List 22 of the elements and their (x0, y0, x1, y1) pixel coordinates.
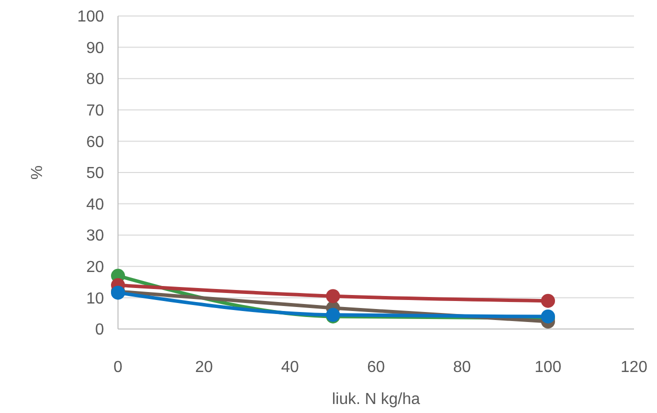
y-tick-label: 80 (86, 71, 104, 88)
x-tick-label: 60 (367, 359, 385, 376)
y-tick-label: 60 (86, 134, 104, 151)
y-tick-label: 20 (86, 259, 104, 276)
x-tick-label: 80 (453, 359, 471, 376)
point (326, 289, 340, 304)
y-tick-label: 70 (86, 102, 104, 120)
y-tick-label: 40 (86, 196, 104, 214)
y-tick-label: 90 (86, 40, 104, 57)
y-axis-title: % (29, 165, 46, 180)
x-tick-label: 20 (195, 359, 213, 376)
x-tick-label: 0 (114, 359, 123, 376)
y-tick-label: 50 (86, 165, 104, 182)
x-tick-label: 100 (534, 359, 562, 376)
y-tick-label: 100 (77, 8, 104, 26)
x-tick-label: 120 (620, 359, 648, 376)
y-tick-label: 0 (95, 322, 104, 339)
x-axis-title: liuk. N kg/ha (332, 391, 420, 408)
x-tick-label: 40 (281, 359, 299, 376)
point (541, 294, 555, 308)
y-tick-label: 10 (86, 290, 104, 308)
y-tick-label: 30 (86, 228, 104, 245)
